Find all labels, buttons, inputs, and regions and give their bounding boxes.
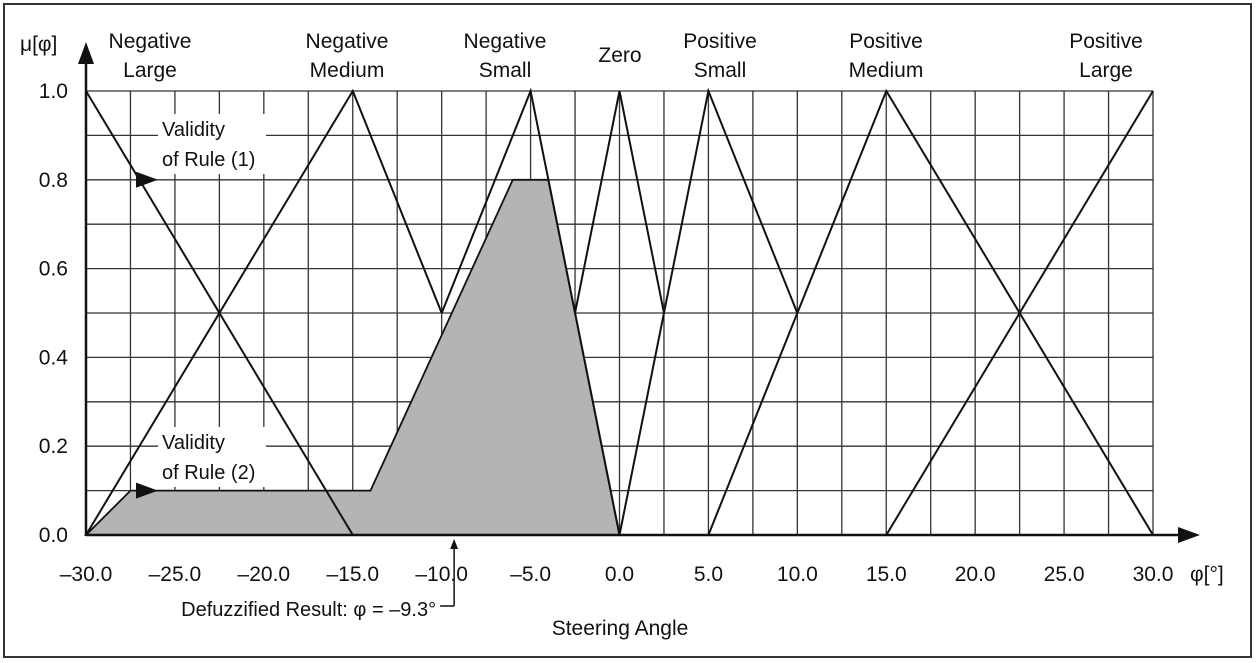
set-label-positive-medium: Positive [849, 30, 923, 53]
membership-positive-small [618, 87, 799, 536]
chart-labels: 0.0 0.2 0.4 0.6 0.8 1.0 –30.0 –25.0 –20.0 –15.0 –1… [20, 30, 1224, 640]
set-label-negative-large: Large [123, 59, 177, 82]
x-axis-label: φ[°] [1190, 563, 1224, 586]
y-tick-label: 0.8 [39, 169, 68, 192]
x-tick-label: 20.0 [955, 563, 996, 586]
x-axis-caption: Steering Angle [552, 617, 689, 640]
set-label-negative-medium: Negative [306, 30, 389, 53]
y-tick-label: 0.6 [39, 258, 68, 281]
set-label-negative-medium: Medium [310, 59, 385, 82]
validity-annotation-text: Validity [162, 119, 225, 141]
validity-arrow [136, 482, 158, 499]
set-label-positive-large: Large [1079, 59, 1133, 82]
x-tick-label: –20.0 [238, 563, 291, 586]
set-label-positive-small: Positive [683, 30, 757, 53]
y-tick-label: 0.0 [39, 524, 68, 547]
validity-annotation-text: of Rule (1) [162, 149, 255, 171]
x-tick-label: 5.0 [694, 563, 723, 586]
x-tick-label: 15.0 [866, 563, 907, 586]
membership-negative-medium [85, 88, 443, 536]
set-label-positive-large: Positive [1069, 30, 1143, 53]
x-tick-label: –25.0 [149, 563, 202, 586]
membership-positive-medium [707, 88, 1154, 536]
x-tick-label: 10.0 [777, 563, 818, 586]
annotation-backdrop [158, 427, 266, 487]
y-axis-arrow [78, 42, 94, 64]
x-axis-arrow [1178, 527, 1200, 543]
annotation-backdrop [158, 114, 266, 174]
membership-positive-large [885, 90, 1154, 536]
set-label-negative-large: Negative [109, 30, 192, 53]
axes [78, 42, 1200, 543]
validity-arrow [136, 171, 158, 188]
figure-frame [3, 3, 1252, 658]
x-tick-label: 25.0 [1044, 563, 1085, 586]
membership-zero [574, 90, 665, 314]
y-tick-label: 1.0 [39, 80, 68, 103]
x-tick-label: 30.0 [1133, 563, 1174, 586]
set-label-negative-small: Negative [464, 30, 547, 53]
y-tick-label: 0.2 [39, 435, 68, 458]
x-tick-label: 0.0 [605, 563, 634, 586]
y-axis-label: μ[φ] [20, 33, 57, 56]
x-tick-label: –15.0 [326, 563, 379, 586]
set-label-positive-small: Small [694, 59, 747, 82]
defuzzified-arrow [450, 539, 459, 549]
x-tick-label: –30.0 [60, 563, 113, 586]
x-tick-label: –5.0 [510, 563, 551, 586]
membership-negative-small [440, 87, 621, 536]
set-label-zero: Zero [598, 44, 641, 67]
set-label-negative-small: Small [479, 59, 532, 82]
defuzzified-result-label: Defuzzified Result: φ = –9.3° [181, 599, 436, 621]
x-tick-label: –10.0 [415, 563, 468, 586]
validity-annotation-text: Validity [162, 432, 225, 454]
set-label-positive-medium: Medium [849, 59, 924, 82]
y-tick-label: 0.4 [39, 346, 69, 369]
validity-annotation-text: of Rule (2) [162, 462, 255, 484]
membership-lines [85, 87, 1154, 536]
